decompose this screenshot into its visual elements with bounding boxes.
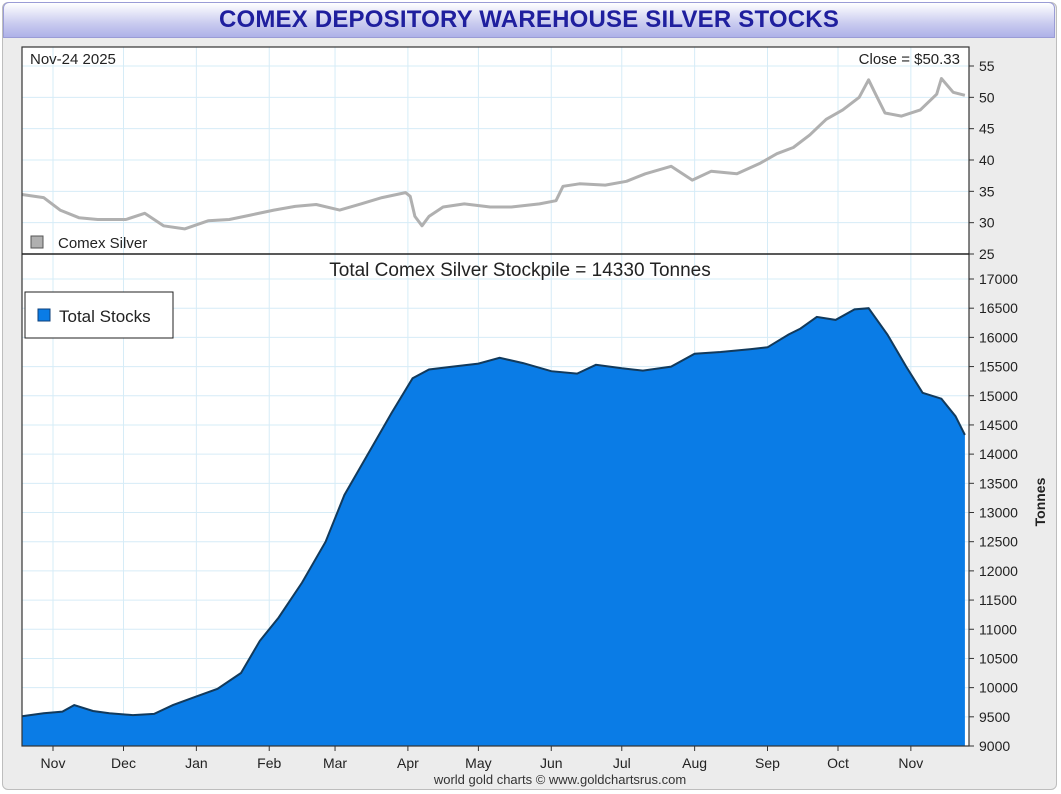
plot-border bbox=[21, 46, 970, 747]
footer-credit: world gold charts © www.goldchartsrus.co… bbox=[433, 772, 686, 787]
stocks-y-tick-label: 15500 bbox=[979, 359, 1018, 375]
price-panel-bg bbox=[22, 47, 969, 254]
stocks-y-tick-label: 14500 bbox=[979, 417, 1018, 433]
price-y-axis: 25 30 35 40 45 50 55 bbox=[969, 58, 995, 262]
x-tick-label: Sep bbox=[755, 755, 780, 771]
stocks-y-tick-label: 17000 bbox=[979, 271, 1018, 287]
price-y-tick-label: 25 bbox=[979, 246, 995, 262]
price-y-tick-label: 35 bbox=[979, 183, 995, 199]
comex-silver-line bbox=[21, 77, 966, 231]
x-tick-label: Nov bbox=[898, 755, 923, 771]
stocks-legend-label: Total Stocks bbox=[59, 307, 151, 326]
stocks-y-tick-label: 11500 bbox=[979, 592, 1017, 608]
price-line-layer bbox=[21, 77, 966, 231]
x-tick-label: Feb bbox=[257, 755, 281, 771]
total-stocks-outline bbox=[21, 307, 966, 718]
x-tick-label: Mar bbox=[323, 755, 347, 771]
stocks-y-tick-label: 12000 bbox=[979, 563, 1018, 579]
stocks-y-tick-label: 10000 bbox=[979, 680, 1018, 696]
price-y-tick-label: 40 bbox=[979, 152, 995, 168]
price-legend-swatch bbox=[30, 235, 44, 249]
x-tick-label: Apr bbox=[397, 755, 419, 771]
stocks-y-tick-label: 15000 bbox=[979, 388, 1018, 404]
x-tick-label: Jan bbox=[185, 755, 208, 771]
price-y-tick-label: 50 bbox=[979, 89, 995, 105]
price-y-tick-label: 55 bbox=[979, 58, 995, 74]
stocks-y-tick-label: 12500 bbox=[979, 534, 1018, 550]
stocks-y-tick-label: 9500 bbox=[979, 709, 1010, 725]
stocks-y-tick-label: 16000 bbox=[979, 329, 1018, 345]
stocks-y-tick-label: 13500 bbox=[979, 475, 1018, 491]
total-stocks-area bbox=[22, 308, 965, 746]
stocks-y-tick-label: 11000 bbox=[979, 621, 1017, 637]
stocks-y-tick-label: 16500 bbox=[979, 300, 1018, 316]
stocks-y-axis: 9000 9500 10000 10500 11000 11500 12000 12500 13… bbox=[969, 271, 1018, 754]
stocks-y-tick-label: 13000 bbox=[979, 505, 1018, 521]
x-tick-label: Jun bbox=[540, 755, 563, 771]
stocks-chart-title: Total Comex Silver Stockpile = 14330 Ton… bbox=[329, 260, 710, 281]
chart-header-title: COMEX DEPOSITORY WAREHOUSE SILVER STOCKS bbox=[3, 2, 1055, 38]
stocks-y-tick-label: 9000 bbox=[979, 738, 1010, 754]
x-tick-label: Oct bbox=[827, 755, 849, 771]
price-close-label: Close = $50.33 bbox=[859, 51, 960, 68]
x-tick-label: Nov bbox=[41, 755, 66, 771]
x-tick-label: Jul bbox=[613, 755, 631, 771]
price-legend-label: Comex Silver bbox=[58, 235, 147, 252]
stocks-y-tick-label: 10500 bbox=[979, 650, 1018, 666]
x-tick-label: May bbox=[465, 755, 491, 771]
stocks-y-axis-label: Tonnes bbox=[1032, 477, 1048, 526]
x-tick-label: Dec bbox=[111, 755, 136, 771]
x-axis: Nov Dec Jan Feb Mar Apr May Jun Jul Aug Sep Oct Nov bbox=[41, 746, 923, 771]
x-tick-label: Aug bbox=[682, 755, 707, 771]
price-date-label: Nov-24 2025 bbox=[30, 51, 116, 68]
stocks-y-tick-label: 14000 bbox=[979, 446, 1018, 462]
stocks-area-layer bbox=[21, 307, 966, 746]
price-y-tick-label: 45 bbox=[979, 121, 995, 137]
stocks-legend-swatch bbox=[37, 308, 51, 322]
price-y-tick-label: 30 bbox=[979, 215, 995, 231]
